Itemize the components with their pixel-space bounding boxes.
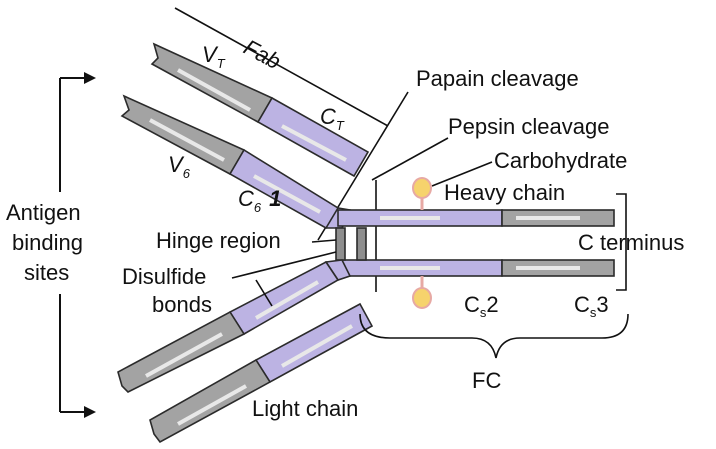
hinge-disulfide-bars: [335, 227, 367, 261]
carbohydrate-lower: [412, 276, 432, 309]
hinge-region-leader-line: [311, 239, 337, 243]
arrowhead-top-icon: [84, 72, 96, 84]
lower-heavy-chain-stripe-c: [254, 280, 320, 320]
label-papain-cleavage: Papain cleavage: [416, 66, 579, 91]
lower-light-chain: [149, 302, 374, 444]
label-vt: VT: [202, 42, 226, 71]
hinge-bar-1: [335, 227, 346, 261]
label-disulfide-line1: Disulfide: [122, 264, 206, 289]
upper-light-chain-variable: [150, 42, 274, 124]
carbohydrate-upper: [412, 177, 432, 210]
label-c61: C6 1: [238, 186, 281, 215]
label-disulfide-line2: bonds: [152, 292, 212, 317]
fc-brace: [359, 313, 629, 359]
upper-light-chain: [150, 42, 370, 178]
upper-heavy-chain-stripe-v: [149, 118, 225, 162]
label-antigen-line2: binding: [12, 230, 83, 255]
fc-lower-heavy-chain: [337, 259, 615, 277]
label-c-terminus: C terminus: [578, 230, 684, 255]
label-hinge-region: Hinge region: [156, 228, 281, 253]
label-antigen-line3: sites: [24, 260, 69, 285]
label-fc: FC: [472, 368, 501, 393]
label-cs2: Cs2: [464, 292, 499, 320]
antigen-binding-bracket: [59, 72, 96, 418]
label-light-chain: Light chain: [252, 396, 358, 421]
label-ct: CT: [320, 104, 345, 133]
label-fab: Fab: [240, 34, 285, 74]
label-pepsin-cleavage: Pepsin cleavage: [448, 114, 609, 139]
fc-upper-heavy-chain: [337, 209, 615, 227]
upper-light-chain-constant: [256, 96, 370, 178]
pepsin-cleavage-line: [371, 137, 449, 181]
label-cs3: Cs3: [574, 292, 609, 320]
lower-heavy-chain: [117, 259, 352, 393]
lower-light-chain-stripe-c: [281, 324, 353, 368]
lower-light-chain-stripe-v: [177, 384, 247, 426]
label-carbohydrate: Carbohydrate: [494, 148, 627, 173]
upper-light-chain-stripe-v: [177, 68, 251, 112]
lower-heavy-chain-stripe-v: [145, 332, 223, 378]
arrowhead-bottom-icon: [84, 406, 96, 418]
disulfide-leader-line-1: [231, 251, 337, 279]
lower-heavy-chain-ch1: [228, 260, 340, 336]
upper-light-chain-stripe-c: [281, 124, 347, 162]
upper-heavy-chain: [120, 94, 352, 229]
upper-heavy-chain-variable: [120, 94, 246, 176]
carbohydrate-leader-line: [431, 161, 493, 187]
fab-leader-line: [174, 7, 389, 127]
label-v6: V6: [168, 152, 191, 181]
label-antigen-line1: Antigen: [6, 200, 81, 225]
upper-heavy-chain-stripe-c: [253, 174, 321, 214]
c-terminus-bracket: [616, 193, 627, 291]
label-heavy-chain: Heavy chain: [444, 180, 565, 205]
hinge-bar-2: [356, 227, 367, 261]
disulfide-leader-line-2: [255, 279, 273, 307]
